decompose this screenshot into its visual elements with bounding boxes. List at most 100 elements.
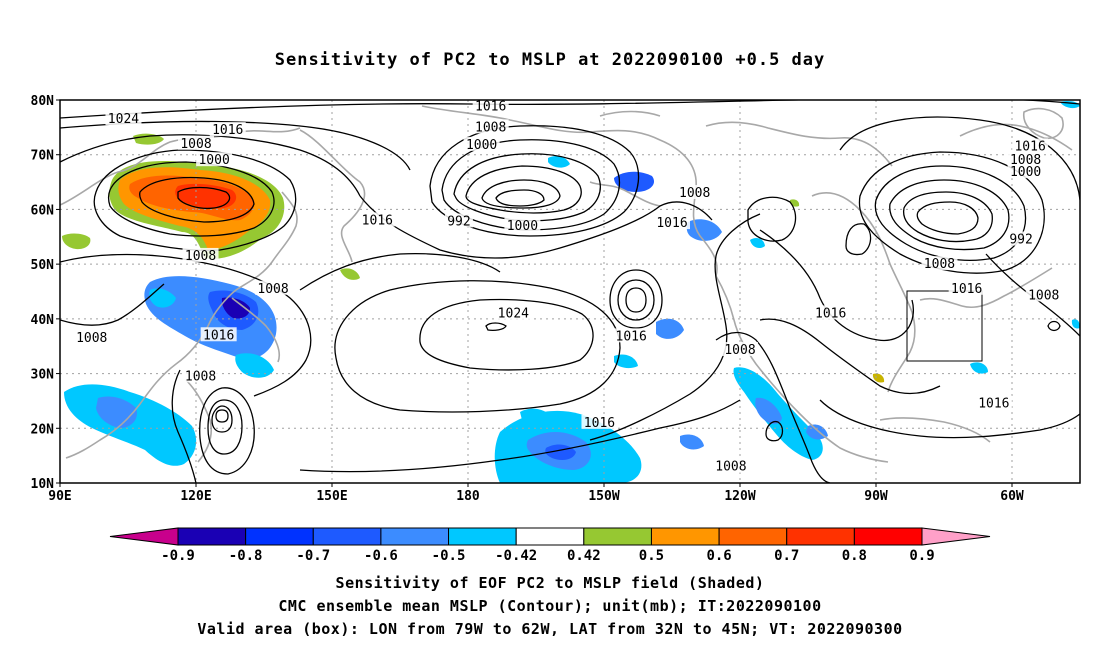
- isobar: [485, 322, 507, 332]
- coastline: [231, 297, 281, 363]
- contour-label-bg: [722, 342, 758, 357]
- lon-axis: 90E 120E 150E 180 150W 120W 90W 60W: [48, 483, 1024, 504]
- isobar: [171, 369, 197, 483]
- contour-label-bg: [209, 122, 246, 137]
- isobar: [93, 149, 297, 252]
- contour-label-bg: [463, 136, 500, 151]
- contour-label-bg: [472, 119, 509, 134]
- isobar: [299, 253, 501, 291]
- contour-label-bg: [1007, 231, 1036, 246]
- contour-label-bg: [200, 327, 237, 342]
- coastline: [879, 417, 991, 443]
- isobar: [199, 387, 255, 475]
- contour-label-bg: [1007, 152, 1044, 167]
- contour-label: 1016: [1014, 140, 1045, 155]
- colorbar-segment: [786, 527, 855, 546]
- lat-axis: 80N 70N 60N 50N 40N 30N 20N 10N: [31, 94, 60, 492]
- colorbar-segment: [448, 527, 517, 546]
- contour-label-bg: [359, 212, 396, 227]
- contour-label-bg: [182, 368, 219, 383]
- negative-sensitivity-region: [614, 354, 638, 369]
- colorbar-label: 0.8: [842, 548, 867, 564]
- isobar: [819, 399, 1080, 439]
- isobar: [215, 409, 229, 423]
- positive-sensitivity-region: [62, 233, 91, 250]
- contour-label: 1000: [466, 138, 497, 153]
- contour-label-bg: [255, 280, 292, 295]
- lon-tick-label: 60W: [1000, 489, 1024, 504]
- colorbar-segment: [650, 527, 720, 546]
- isobar: [60, 100, 1080, 119]
- contour-label: 1008: [76, 331, 107, 346]
- contour-label-bg: [182, 247, 219, 262]
- contour-label: 1008: [475, 120, 506, 135]
- contour-label-bg: [73, 330, 110, 345]
- colorbar-segment: [718, 527, 788, 546]
- negative-sensitivity-region: [750, 238, 765, 248]
- negative-sensitivity-region: [970, 362, 988, 374]
- isobar: [617, 279, 655, 321]
- isobar: [107, 161, 275, 237]
- contour-label: 1008: [257, 282, 288, 297]
- isobar: [495, 189, 545, 207]
- contour-label-bg: [712, 458, 749, 473]
- isobar: [359, 195, 713, 259]
- contour-label: 1008: [185, 369, 216, 384]
- negative-sensitivity-region: [656, 318, 684, 339]
- coastline: [705, 121, 893, 167]
- lat-tick-label: 10N: [31, 477, 55, 492]
- contour-label-bg: [921, 256, 958, 271]
- isobar: [985, 253, 1080, 337]
- isobar: [625, 287, 647, 313]
- lat-tick-label: 70N: [31, 149, 55, 164]
- isobar: [419, 298, 594, 371]
- negative-sensitivity-region: [614, 171, 655, 192]
- valid-area-box: [906, 290, 983, 362]
- contour-label: 1016: [584, 416, 615, 431]
- isobar: [858, 151, 1045, 274]
- colorbar-label: 0.7: [774, 548, 799, 564]
- colorbar-label: -0.9: [161, 548, 195, 564]
- colorbar-label: -0.42: [495, 548, 537, 564]
- lon-tick-label: 120E: [180, 489, 211, 504]
- isobar: [889, 179, 1010, 251]
- caption-contour: CMC ensemble mean MSLP (Contour); unit(m…: [278, 597, 822, 615]
- colorbar-label: 0.6: [706, 548, 731, 564]
- contour-label-bg: [1012, 138, 1049, 153]
- lon-tick-label: 120W: [724, 489, 755, 504]
- negative-sensitivity-region: [520, 408, 552, 425]
- negative-sensitivity-region: [235, 353, 274, 378]
- lat-tick-label: 40N: [31, 313, 55, 328]
- isobar: [589, 213, 761, 441]
- contour-label: 1008: [724, 343, 755, 358]
- contour-label-bg: [196, 152, 233, 167]
- lat-tick-label: 80N: [31, 94, 55, 109]
- isobar: [747, 196, 797, 242]
- lat-tick-label: 30N: [31, 368, 55, 383]
- caption-shading: Sensitivity of EOF PC2 to MSLP field (Sh…: [335, 574, 765, 592]
- contour-label-bg: [654, 215, 690, 230]
- coastline: [421, 105, 718, 277]
- colorbar-segment: [245, 527, 314, 546]
- contour-label: 1008: [715, 460, 746, 475]
- contour-label: 1008: [185, 249, 216, 264]
- colorbar-lower-triangle: [109, 527, 179, 546]
- positive-sensitivity-region: [133, 133, 164, 145]
- contour-label-bg: [472, 98, 509, 113]
- colorbar-label: -0.6: [364, 548, 398, 564]
- contour-label-bg: [105, 111, 142, 126]
- colorbar-segment: [380, 527, 450, 546]
- contour-label-bg: [1007, 164, 1044, 179]
- contour-label-bg: [504, 217, 541, 232]
- isobar: [715, 331, 831, 483]
- contour-label-bg: [948, 280, 985, 295]
- contour-label-bg: [1025, 287, 1062, 302]
- contour-label-bg: [444, 213, 473, 228]
- isobar: [299, 399, 741, 473]
- contour-label: 1016: [212, 123, 243, 138]
- isobar: [839, 116, 1080, 201]
- coastline: [589, 181, 661, 207]
- isobar: [759, 229, 914, 342]
- contour-label: 1016: [656, 216, 687, 231]
- isobar: [334, 280, 621, 413]
